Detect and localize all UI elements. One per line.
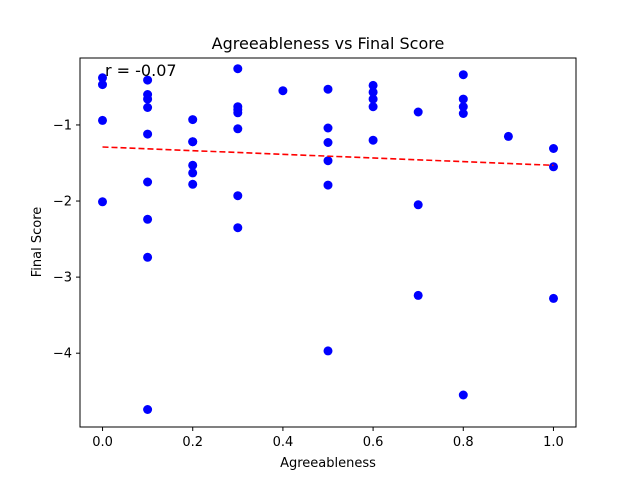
- data-point: [458, 390, 468, 400]
- x-axis-label: Agreeableness: [280, 456, 376, 471]
- data-point: [458, 102, 468, 112]
- trend-line: [102, 146, 554, 167]
- data-point: [549, 144, 558, 153]
- data-point: [233, 64, 243, 74]
- data-point: [323, 84, 333, 94]
- correlation-annotation: r = -0.07: [105, 61, 177, 80]
- x-tick-label: 0.4: [273, 435, 294, 450]
- data-point: [188, 179, 198, 189]
- axes-frame: [79, 57, 577, 428]
- data-point: [98, 80, 107, 90]
- y-tick-label: −3: [53, 271, 72, 286]
- plot-area: [98, 64, 558, 414]
- data-point: [143, 129, 153, 139]
- data-point: [323, 138, 333, 147]
- data-point: [188, 137, 198, 147]
- data-point: [188, 160, 198, 170]
- y-axis: −1 −2 −3 −4: [53, 118, 80, 362]
- x-tick-label: 0.8: [453, 435, 474, 450]
- data-point: [503, 131, 513, 141]
- data-point: [549, 293, 558, 303]
- data-point: [98, 115, 107, 125]
- data-point: [549, 162, 558, 172]
- data-point: [143, 177, 153, 187]
- data-point: [368, 102, 378, 112]
- y-tick-label: −2: [53, 195, 72, 210]
- data-point: [233, 105, 243, 115]
- data-point: [323, 180, 333, 190]
- data-point: [368, 135, 378, 145]
- data-point: [368, 87, 378, 97]
- data-point: [458, 70, 468, 80]
- data-point: [233, 223, 243, 233]
- data-point: [188, 115, 198, 125]
- chart-title: Agreeableness vs Final Score: [212, 34, 445, 53]
- data-point: [143, 94, 153, 104]
- data-point: [368, 80, 378, 90]
- y-tick-label: −1: [53, 118, 72, 133]
- data-point: [98, 73, 107, 83]
- data-point: [143, 75, 153, 85]
- data-point: [143, 405, 153, 414]
- data-point: [233, 124, 243, 134]
- data-point: [458, 109, 468, 118]
- y-axis-label: Final Score: [30, 207, 45, 278]
- data-point: [413, 290, 423, 300]
- x-tick-label: 1.0: [543, 435, 564, 450]
- data-point: [323, 123, 333, 133]
- data-point: [458, 94, 468, 104]
- data-point: [413, 107, 423, 117]
- x-axis: 0.0 0.2 0.4 0.6 0.8 1.0: [92, 427, 564, 450]
- y-tick-label: −4: [53, 347, 72, 362]
- data-point: [143, 252, 153, 262]
- data-point: [188, 168, 198, 178]
- x-tick-label: 0.0: [92, 435, 113, 450]
- data-point: [323, 346, 333, 356]
- x-tick-label: 0.6: [363, 435, 384, 450]
- x-tick-label: 0.2: [182, 435, 203, 450]
- data-point: [233, 191, 243, 201]
- data-point: [143, 214, 153, 224]
- data-point: [368, 94, 378, 104]
- data-point: [98, 197, 107, 207]
- data-point: [143, 103, 153, 112]
- data-point: [323, 156, 333, 166]
- data-point: [413, 200, 423, 210]
- data-point: [278, 86, 288, 96]
